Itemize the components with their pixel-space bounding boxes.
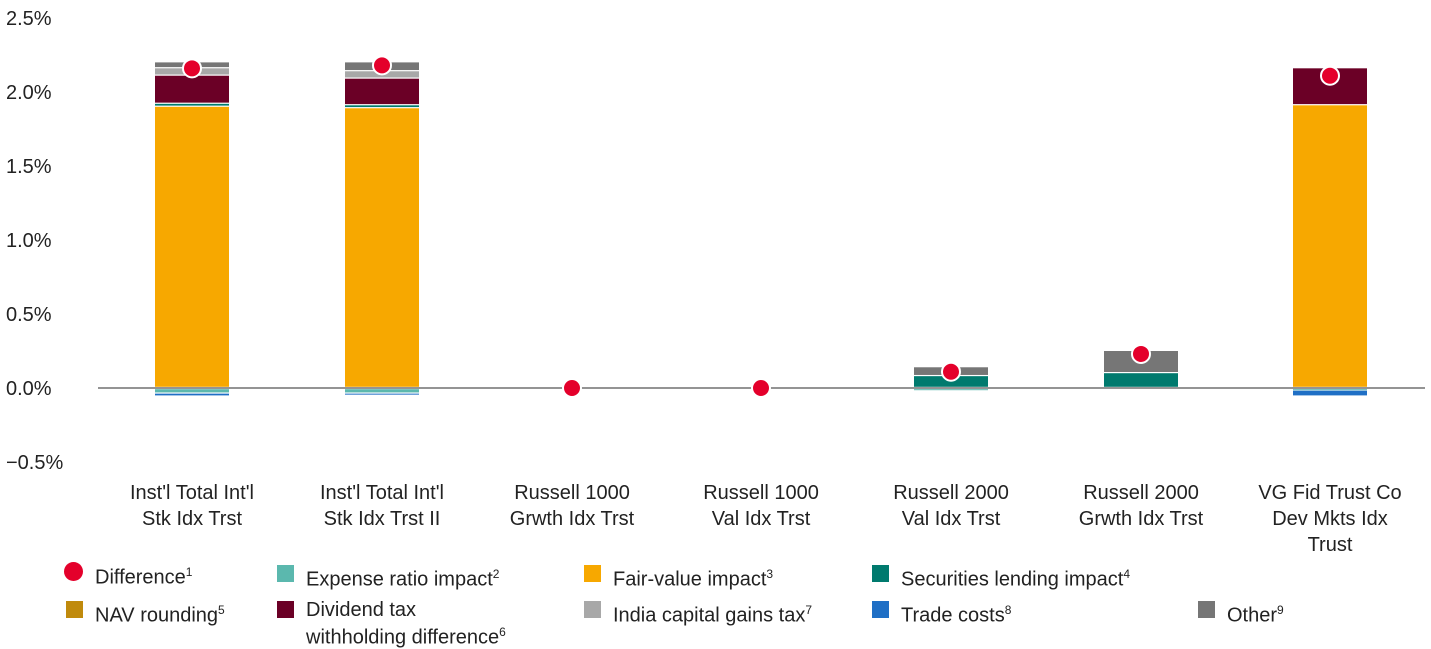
bar-segment [155,103,229,106]
bar-segment [155,75,229,103]
difference-points [182,55,1340,398]
difference-point [372,55,392,76]
legend-item: India capital gains tax7 [584,599,812,627]
y-tick-label: 2.5% [6,8,52,30]
bar-segment [345,78,419,105]
legend-item: Trade costs8 [872,599,1011,627]
legend-label: Difference1 [95,565,193,589]
legend-item: Fair-value impact3 [584,563,773,591]
legend-item: Other9 [1198,599,1284,627]
legend-label: Other9 [1227,603,1284,627]
legend-label: Dividend tax withholding difference6 [306,599,506,649]
bar-segment [1293,389,1367,391]
legend-swatch [64,562,83,581]
legend-item: Expense ratio impact2 [277,563,499,591]
x-category-label: Russell 1000 Grwth Idx Trst [510,482,635,530]
legend: Difference1 Expense ratio impact2 Fair-val… [0,556,1431,649]
x-category-label: VG Fid Trust Co Dev Mkts Idx Trust [1258,482,1401,556]
y-tick-label: 0.5% [6,304,52,326]
legend-item: Securities lending impact4 [872,563,1130,591]
difference-point [562,378,582,398]
legend-swatch [277,565,294,582]
legend-item: Difference1 [64,561,192,589]
chart: −0.5% 0.0% 0.5% 1.0% 1.5% 2.0% 2.5% Inst'l Tot… [6,8,1425,556]
x-category-label: Russell 2000 Grwth Idx Trst [1079,482,1204,530]
bar-segment [345,389,419,393]
bar-segment [345,108,419,387]
bar-segment [914,389,988,391]
x-category-label: Russell 2000 Val Idx Trst [893,482,1009,530]
y-axis: −0.5% 0.0% 0.5% 1.0% 1.5% 2.0% 2.5% [6,8,63,474]
x-category-label: Russell 1000 Val Idx Trst [703,482,819,530]
legend-label: India capital gains tax7 [613,603,813,627]
difference-point [751,378,771,398]
y-tick-label: −0.5% [6,452,63,474]
legend-label: Securities lending impact4 [901,567,1131,591]
bar-segment [1293,105,1367,387]
legend-swatch [872,601,889,618]
y-tick-label: 1.5% [6,156,52,178]
legend-swatch [584,565,601,582]
legend-label: Fair-value impact3 [613,567,774,591]
bar-segment [1293,390,1367,396]
legend-swatch [66,601,83,618]
difference-point [1131,343,1151,364]
x-category-label: Inst'l Total Int'l Stk Idx Trst [130,482,254,530]
x-category-label: Inst'l Total Int'l Stk Idx Trst II [320,482,444,530]
bar-segment [345,105,419,108]
x-axis: Inst'l Total Int'l Stk Idx Trst Inst'l Tot… [130,482,1402,556]
bar-segment [155,106,229,387]
bar-segment [155,393,229,396]
legend-swatch [1198,601,1215,618]
bars [155,62,1367,396]
legend-item: Dividend tax withholding difference6 [277,599,506,649]
legend-label: NAV rounding5 [95,603,225,627]
y-tick-label: 1.0% [6,230,52,252]
legend-swatch [277,601,294,618]
difference-point [1320,65,1340,86]
bar-segment [345,393,419,395]
y-tick-label: 0.0% [6,378,52,400]
difference-point [941,361,961,382]
bar-segment [155,389,229,393]
legend-swatch [584,601,601,618]
legend-item: NAV rounding5 [66,599,225,627]
y-tick-label: 2.0% [6,82,52,104]
difference-point [182,58,202,79]
legend-swatch [872,565,889,582]
bar-segment [1104,373,1178,387]
legend-label: Trade costs8 [901,603,1012,627]
legend-label: Expense ratio impact2 [306,567,500,591]
